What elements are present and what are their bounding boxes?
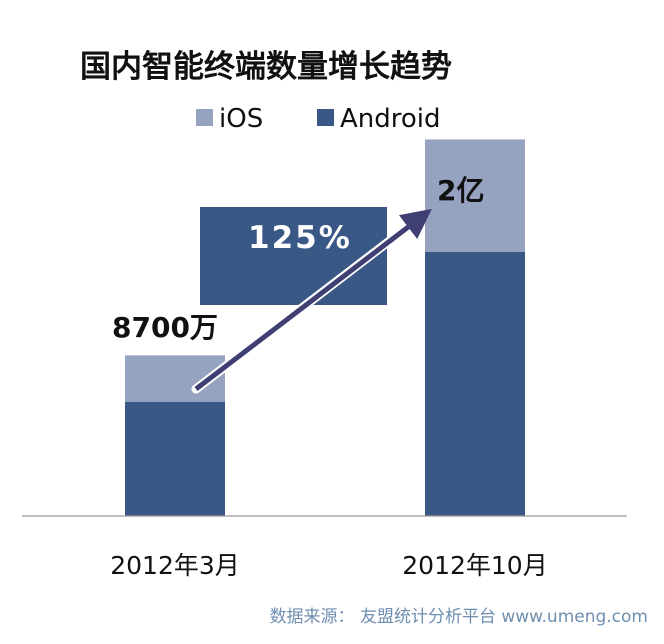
x-tick-label-2012-03: 2012年3月 <box>110 551 240 580</box>
bar-android-1 <box>425 251 525 516</box>
bar-ios-1 <box>425 139 525 252</box>
legend-label-ios: iOS <box>219 104 263 134</box>
growth-label: 125% <box>248 220 352 256</box>
growth-arrow-shaft <box>194 208 432 391</box>
data-label-2012-10: 2亿 <box>437 174 484 207</box>
data-label-2012-03: 8700万 <box>112 311 218 344</box>
legend: iOS Android <box>196 104 441 134</box>
legend-swatch-ios <box>196 109 213 126</box>
growth-box <box>200 207 387 305</box>
legend-swatch-android <box>317 109 334 126</box>
legend-label-android: Android <box>340 104 441 134</box>
bars <box>125 139 525 516</box>
x-tick-label-2012-10: 2012年10月 <box>402 551 547 580</box>
chart-title: 国内智能终端数量增长趋势 <box>80 49 452 85</box>
bar-android-0 <box>125 402 225 516</box>
source-note: 数据来源： 友盟统计分析平台 www.umeng.com <box>270 607 648 627</box>
